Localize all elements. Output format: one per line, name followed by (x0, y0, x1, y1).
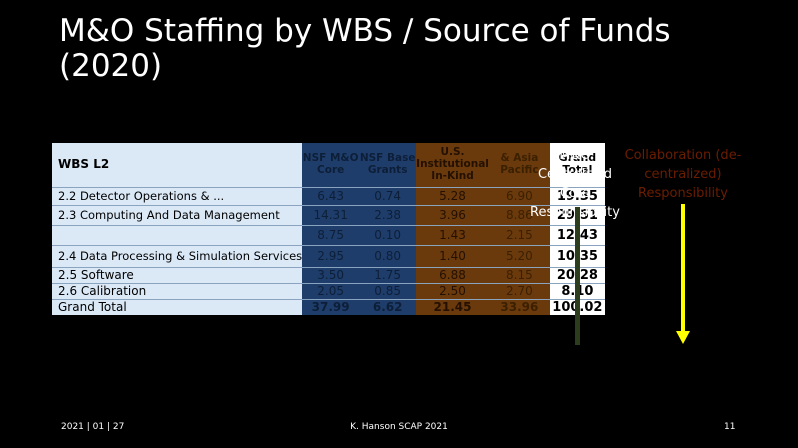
collab-arrow-shaft (681, 204, 685, 332)
cell-base: 1.75 (359, 267, 417, 284)
footer-date: 2021 | 01 | 27 (61, 422, 125, 432)
cell-mo: 8.75 (302, 225, 360, 246)
header-asia-pacific: & Asia Pacific (488, 143, 550, 185)
row-label: 2.6 Calibration (52, 283, 303, 300)
cell-base: 0.74 (359, 187, 417, 206)
row-label: 2.3 Computing And Data Management (52, 205, 303, 226)
collab-arrow-down-icon (676, 331, 690, 344)
core-responsibility-bar (575, 207, 580, 345)
row-label: 2.4 Data Processing & Simulation Service… (52, 245, 303, 268)
collab-responsibility-label: Collaboration (de-centralized) Responsib… (624, 148, 742, 201)
cell-mo: 3.50 (302, 267, 360, 284)
cell-inst: 2.50 (416, 283, 489, 300)
cell-inst: 5.28 (416, 187, 489, 206)
cell-inst: 1.43 (416, 225, 489, 246)
table-total-row: Grand Total 37.99 6.62 21.45 33.96 100.0… (52, 299, 605, 315)
row-label (52, 225, 303, 246)
staffing-table: WBS L2 NSF M&O Core NSF Base Grants U.S.… (52, 143, 605, 315)
row-label: 2.5 Software (52, 267, 303, 284)
cell-base: 0.80 (359, 245, 417, 268)
cell-base: 0.85 (359, 283, 417, 300)
table-row: 2.6 Calibration 2.05 0.85 2.50 2.70 8.10 (52, 283, 605, 300)
header-nsf-mo-core: NSF M&O Core (302, 143, 360, 185)
slide-title: M&O Staffing by WBS / Source of Funds (2… (59, 13, 671, 84)
table-row: 2.2 Detector Operations & ... 6.43 0.74 … (52, 187, 605, 206)
cell-base: 6.62 (359, 299, 417, 315)
cell-mo: 6.43 (302, 187, 360, 206)
cell-asia: 2.70 (488, 283, 550, 300)
row-label: Grand Total (52, 299, 303, 315)
cell-inst: 6.88 (416, 267, 489, 284)
page-number: 11 (724, 422, 736, 432)
cell-mo: 2.95 (302, 245, 360, 268)
cell-asia: 8.86 (488, 205, 550, 226)
cell-mo: 37.99 (302, 299, 360, 315)
cell-mo: 2.05 (302, 283, 360, 300)
cell-asia: 8.15 (488, 267, 550, 284)
cell-inst: 21.45 (416, 299, 489, 315)
cell-inst: 1.40 (416, 245, 489, 268)
table-row: 2.3 Computing And Data Management 14.31 … (52, 205, 605, 226)
header-us-institutional: U.S. Institutional In-Kind (416, 143, 489, 185)
cell-asia: 2.15 (488, 225, 550, 246)
table-row: 2.5 Software 3.50 1.75 6.88 8.15 20.28 (52, 267, 605, 284)
cell-grand: 12.43 (549, 225, 605, 246)
cell-base: 2.38 (359, 205, 417, 226)
row-label: 2.2 Detector Operations & ... (52, 187, 303, 206)
header-nsf-base-grants: NSF Base Grants (359, 143, 417, 185)
footer-author: K. Hanson SCAP 2021 (350, 422, 448, 432)
cell-asia: 5.20 (488, 245, 550, 268)
cell-base: 0.10 (359, 225, 417, 246)
table-row: 2.1 Program (52, 185, 605, 188)
table-row: 2.4 Data Processing & Simulation Service… (52, 245, 605, 268)
cell-asia: 6.90 (488, 187, 550, 206)
cell-asia: 33.96 (488, 299, 550, 315)
cell-grand: 19.35 (549, 187, 605, 206)
header-wbs: WBS L2 (52, 143, 303, 185)
table-header-row: WBS L2 NSF M&O Core NSF Base Grants U.S.… (52, 143, 605, 185)
cell-inst: 3.96 (416, 205, 489, 226)
table-row: 8.75 0.10 1.43 2.15 12.43 (52, 225, 605, 246)
cell-grand: 20.28 (549, 267, 605, 284)
cell-mo: 14.31 (302, 205, 360, 226)
row-label: 2.1 Program (52, 185, 303, 188)
header-grand-total: Grand Total (549, 143, 605, 185)
